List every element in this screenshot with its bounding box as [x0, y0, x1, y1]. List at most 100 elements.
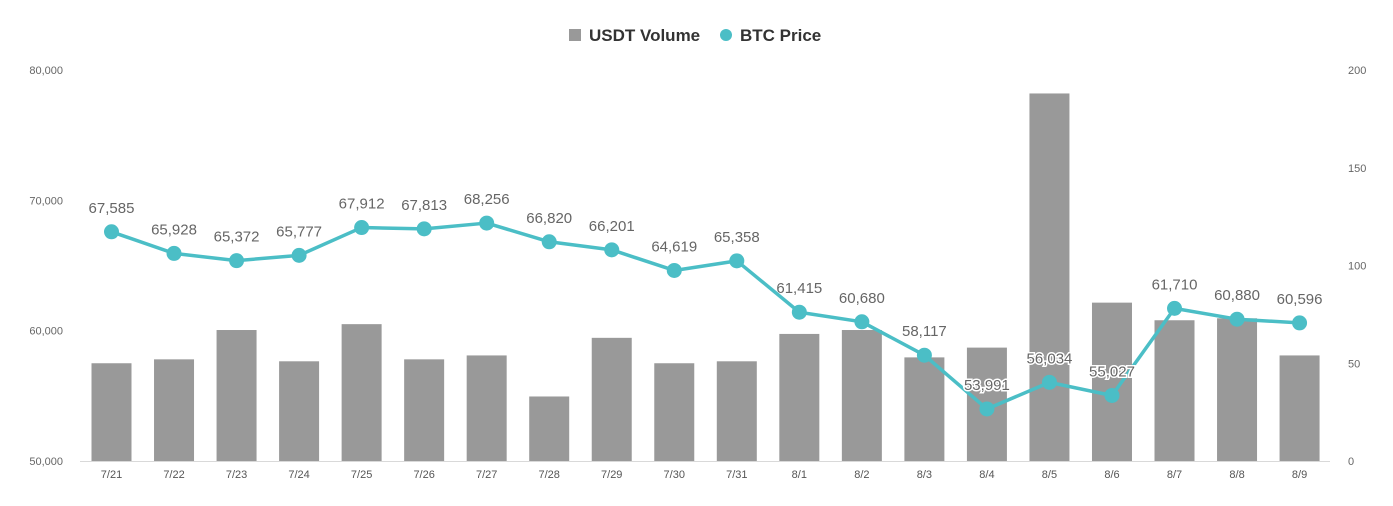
point-btc-price	[1229, 311, 1245, 327]
point-btc-price	[1041, 374, 1057, 390]
x-tick-label: 8/3	[917, 469, 932, 481]
bar-usdt-volume	[591, 337, 632, 461]
legend-label-btc-price: BTC Price	[740, 26, 821, 45]
y-left-tick-label: 60,000	[29, 326, 63, 338]
point-btc-price	[729, 253, 745, 269]
x-tick-label: 8/8	[1229, 469, 1244, 481]
y-axis-right: 0 50 100 150 200	[1348, 65, 1366, 468]
point-btc-price	[479, 215, 495, 231]
legend-swatch-usdt-volume	[569, 29, 581, 41]
data-label-btc-price: 58,117	[902, 323, 947, 340]
data-label-btc-price: 64,619	[651, 238, 697, 255]
bar-usdt-volume	[1217, 318, 1258, 461]
data-label-btc-price: 68,256	[464, 191, 510, 208]
bar-usdt-volume	[841, 330, 882, 461]
y-right-tick-label: 50	[1348, 358, 1360, 370]
x-tick-label: 7/30	[664, 469, 685, 481]
bar-usdt-volume	[279, 361, 320, 461]
data-label-btc-price: 65,372	[214, 229, 260, 246]
x-tick-label: 8/9	[1292, 469, 1307, 481]
x-tick-label: 7/28	[538, 469, 559, 481]
point-btc-price	[291, 247, 307, 263]
bar-usdt-volume	[529, 396, 570, 461]
line-btc-price	[110, 221, 1300, 411]
line-series-btc-price	[104, 215, 1308, 417]
data-label-btc-price: 67,912	[339, 196, 385, 213]
y-left-tick-label: 80,000	[29, 65, 63, 77]
legend: USDT Volume BTC Price	[569, 26, 821, 45]
bar-usdt-volume	[1091, 302, 1132, 461]
y-right-tick-label: 200	[1348, 65, 1366, 77]
x-tick-label: 7/27	[476, 469, 497, 481]
legend-marker-btc-price	[720, 29, 732, 41]
bar-usdt-volume	[466, 355, 507, 461]
data-label-btc-price: 56,034	[1027, 350, 1073, 367]
data-label-btc-price: 60,680	[839, 290, 885, 307]
x-tick-label: 7/21	[101, 469, 122, 481]
x-tick-label: 8/4	[979, 469, 994, 481]
x-tick-label: 7/31	[726, 469, 747, 481]
x-tick-label: 8/6	[1104, 469, 1119, 481]
bar-usdt-volume	[1279, 355, 1320, 461]
data-label-btc-price: 65,358	[714, 229, 760, 246]
x-tick-label: 7/26	[413, 469, 434, 481]
y-right-tick-label: 100	[1348, 261, 1366, 273]
point-btc-price	[1292, 315, 1308, 331]
bar-usdt-volume	[404, 359, 445, 461]
x-tick-label: 7/23	[226, 469, 247, 481]
bar-usdt-volume	[1029, 93, 1070, 462]
data-label-btc-price: 55,027	[1089, 363, 1135, 380]
data-label-btc-price: 67,585	[89, 200, 135, 217]
data-label-btc-price: 60,596	[1277, 291, 1323, 308]
bar-usdt-volume	[716, 361, 757, 461]
bar-usdt-volume	[654, 363, 695, 461]
point-btc-price	[104, 224, 119, 240]
point-btc-price	[166, 245, 182, 261]
point-btc-price	[416, 221, 432, 237]
bar-usdt-volume	[216, 330, 257, 461]
point-btc-price	[1167, 300, 1183, 316]
y-left-tick-label: 50,000	[29, 456, 63, 468]
point-btc-price	[1104, 387, 1120, 403]
point-btc-price	[666, 262, 682, 278]
y-right-tick-label: 0	[1348, 456, 1354, 468]
x-tick-label: 7/24	[288, 469, 309, 481]
x-axis: 7/21 7/22 7/23 7/24 7/25 7/26 7/27 7/28 7/29 7/30…	[80, 461, 1330, 481]
point-btc-price	[979, 401, 995, 417]
legend-label-usdt-volume: USDT Volume	[589, 26, 700, 45]
bar-usdt-volume	[904, 357, 945, 461]
x-tick-label: 7/22	[163, 469, 184, 481]
y-left-tick-label: 70,000	[29, 195, 63, 207]
bar-usdt-volume	[779, 333, 820, 461]
point-btc-price	[604, 242, 620, 258]
point-btc-price	[791, 304, 807, 320]
x-tick-label: 7/29	[601, 469, 622, 481]
point-btc-price	[354, 220, 370, 236]
data-label-btc-price: 65,777	[276, 223, 322, 240]
data-label-btc-price: 61,710	[1152, 276, 1198, 293]
point-btc-price	[229, 253, 245, 269]
bar-usdt-volume	[91, 363, 132, 461]
data-labels-btc-price: 67,585 65,928 65,372 65,777 67,912 67,813 68,2…	[89, 191, 1323, 395]
point-btc-price	[916, 347, 932, 363]
x-tick-label: 8/1	[792, 469, 807, 481]
bar-usdt-volume	[1154, 320, 1195, 461]
x-tick-label: 8/2	[854, 469, 869, 481]
data-label-btc-price: 66,201	[589, 218, 635, 235]
data-label-btc-price: 60,880	[1214, 287, 1260, 304]
data-label-btc-price: 65,928	[151, 221, 197, 238]
bar-usdt-volume	[341, 324, 382, 461]
y-right-tick-label: 150	[1348, 163, 1366, 175]
x-tick-label: 8/7	[1167, 469, 1182, 481]
data-label-btc-price: 67,813	[401, 197, 447, 214]
y-axis-left: 50,000 60,000 70,000 80,000	[29, 65, 63, 468]
data-label-btc-price: 53,991	[964, 377, 1010, 394]
x-tick-label: 7/25	[351, 469, 372, 481]
x-tick-label: 8/5	[1042, 469, 1057, 481]
bar-series-usdt-volume	[91, 93, 1320, 462]
point-btc-price	[541, 234, 557, 250]
bar-usdt-volume	[154, 359, 195, 461]
data-label-btc-price: 61,415	[776, 280, 822, 297]
point-btc-price	[854, 314, 870, 330]
